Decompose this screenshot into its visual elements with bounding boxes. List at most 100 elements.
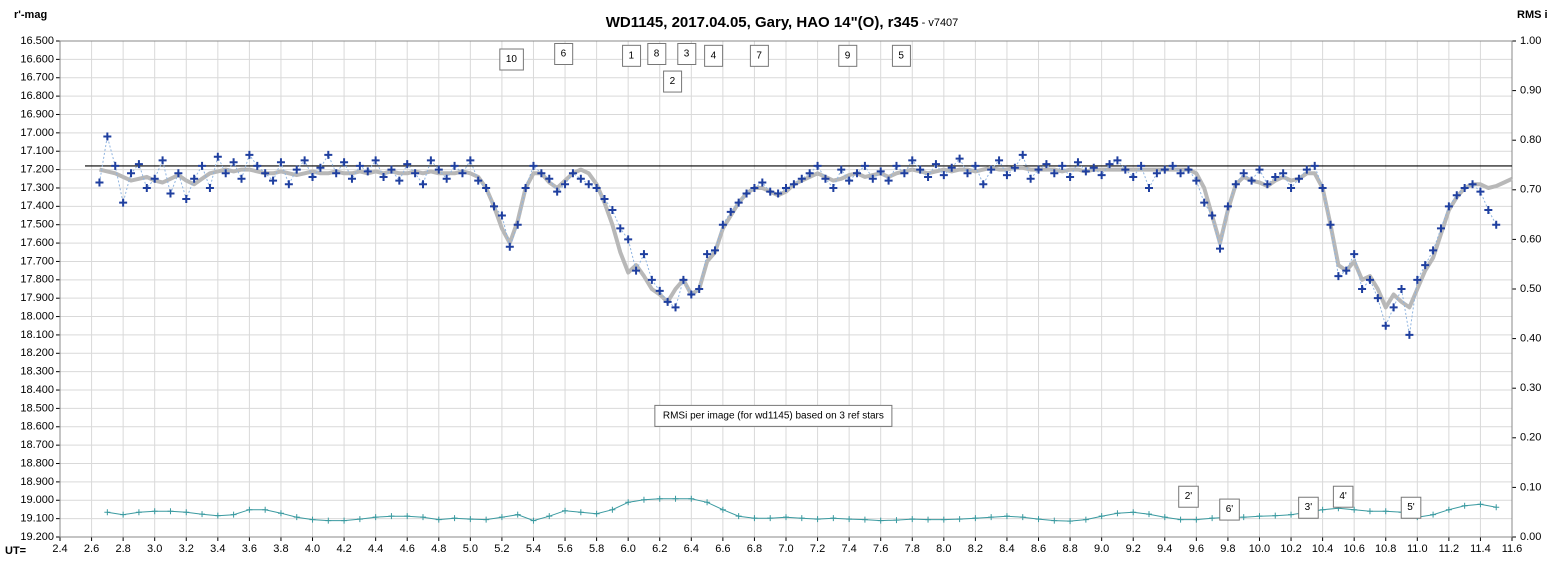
y-tick-label: 19.000 [20,494,54,506]
rms-point [467,516,474,523]
x-tick-label: 5.2 [494,543,509,555]
rms-point [388,513,395,520]
observation-point [482,183,491,192]
rms-point [1082,516,1089,523]
x-tick-label: 3.4 [210,543,225,555]
rms-point [830,515,837,522]
x-axis-label: UT= [5,545,26,557]
rms-point [372,514,379,521]
x-tick-label: 5.8 [589,543,604,555]
annotation-box [677,42,697,65]
observation-point [119,198,128,207]
observation-point [1002,171,1011,180]
y-tick-label: 17.700 [20,255,54,267]
x-tick-label: 2.6 [84,543,99,555]
title-main: WD1145, 2017.04.05, Gary, HAO 14"(O), r3… [606,14,919,31]
observation-point [632,266,641,275]
rms-point [1019,514,1026,521]
observation-point [908,156,917,165]
rms-point [546,513,553,520]
rms-point [1146,511,1152,518]
observation-point [608,206,617,215]
observation-point [1294,174,1303,183]
annotation-box [1400,496,1422,519]
observation-point [1034,165,1043,174]
rms-point [104,509,111,516]
x-tick-label: 8.0 [936,543,951,555]
annotation-text: 4' [1339,491,1347,502]
x-tick-label: 6.6 [715,543,730,555]
x-tick-label: 5.4 [526,543,541,555]
y-tick-label: 18.000 [20,310,54,322]
rms-point [1130,509,1137,516]
y-tick-label: 18.500 [20,402,54,414]
x-tick-label: 4.0 [305,543,320,555]
observation-point [95,178,104,187]
observation-point [158,156,167,165]
y-tick-label: 18.700 [20,439,54,451]
x-tick-label: 3.6 [242,543,257,555]
observation-point [355,161,364,170]
observation-point [1334,272,1343,281]
annotation-text: 8 [654,48,660,59]
x-tick-label: 7.4 [841,543,856,555]
observation-point [340,158,349,167]
observation-point [971,161,980,170]
rms-point [1351,506,1358,513]
observation-point [987,165,996,174]
x-tick-label: 6.4 [684,543,699,555]
observation-point [1089,163,1098,172]
observation-point [884,176,893,185]
observation-point [1492,220,1501,229]
observation-point [198,161,207,170]
observation-point [774,189,783,198]
observation-point [679,275,688,284]
rms-point [688,495,695,502]
rms-point [625,499,632,506]
x-tick-label: 6.8 [747,543,762,555]
observation-point [797,174,806,183]
title-version: - v7407 [919,17,959,29]
annotation: 6' [1219,498,1240,521]
x-tick-label: 7.6 [873,543,888,555]
observation-point [537,169,546,178]
y-tick-label: 17.800 [20,274,54,286]
rms-point [893,517,900,524]
x-tick-label: 6.0 [621,543,636,555]
observation-point [1421,261,1430,270]
y2-tick-label: 0.00 [1520,531,1541,543]
observation-point [174,169,183,178]
observation-point [947,163,956,172]
observation-link [99,136,1497,335]
observation-point [1413,275,1422,284]
y2-axis-label: RMS i [1517,9,1548,21]
annotation-box [554,42,574,65]
observation-point [1026,174,1035,183]
x-tick-label: 3.8 [273,543,288,555]
annotation-text: 6 [561,48,567,59]
observation-point [1429,246,1438,255]
x-tick-label: 7.2 [810,543,825,555]
rms-point [814,516,821,523]
observation-point [876,167,885,176]
plot-frame [59,40,1513,538]
rms-point [672,495,679,502]
annotation-text: 1 [629,50,635,61]
rms-point [972,515,979,522]
x-tick-label: 3.0 [147,543,162,555]
rms-point [1177,516,1184,523]
annotation-box [647,42,667,65]
observation-point [292,165,301,174]
annotation: RMSi per image (for wd1145) based on 3 r… [654,404,893,427]
x-tick-label: 5.0 [463,543,478,555]
observation-point [411,169,420,178]
observation-point [1287,183,1296,192]
rms-point [1209,515,1216,522]
x-tick-label: 2.4 [52,543,67,555]
observation-point [1271,172,1280,181]
x-tick-label: 9.0 [1094,543,1109,555]
observation-point [568,169,577,178]
observation-point [576,174,585,183]
y2-tick-label: 0.60 [1520,233,1541,245]
